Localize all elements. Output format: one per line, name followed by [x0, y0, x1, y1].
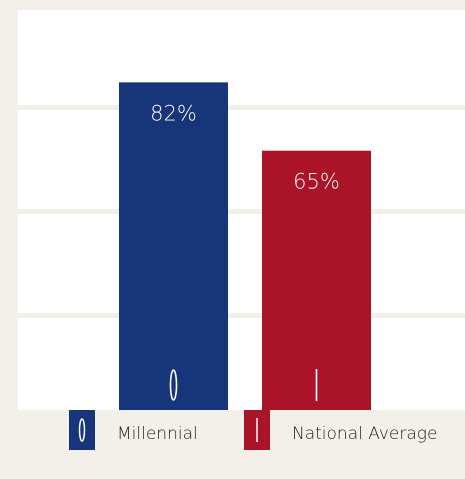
bar-millennial [119, 82, 228, 410]
zero-icon [78, 418, 86, 442]
legend-label-national-average: National Average [292, 424, 438, 444]
gridline-3 [18, 313, 465, 318]
legend-swatch-national-average [244, 410, 270, 450]
bar-chart: 82% 65% [18, 10, 465, 410]
legend: Millennial National Average [0, 410, 465, 450]
legend-swatch-millennial [69, 410, 95, 450]
bar-national-average [262, 150, 371, 410]
gridline-1 [18, 105, 465, 110]
gridline-2 [18, 209, 465, 214]
data-label-national-average: 65% [293, 170, 340, 194]
legend-swatch-millennial-fill [69, 410, 95, 450]
bars: 82% 65% [119, 82, 371, 410]
zero-icon [169, 369, 178, 401]
gridlines [18, 105, 465, 318]
legend-label-millennial: Millennial [117, 424, 198, 444]
data-label-millennial: 82% [150, 101, 197, 125]
